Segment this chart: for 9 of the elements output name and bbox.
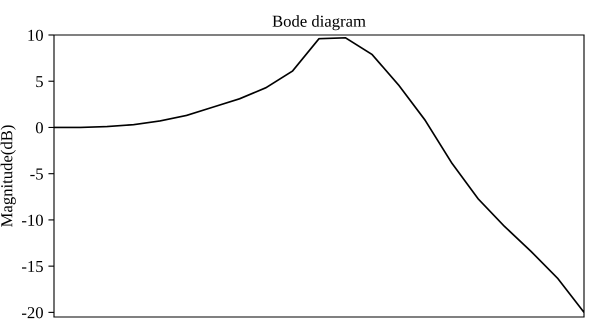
y-tick-label: 5 xyxy=(36,76,43,88)
y-tick-label: -10 xyxy=(22,214,43,226)
y-tick-label: 10 xyxy=(28,30,43,41)
y-axis-title: Magnitude(dB) xyxy=(0,125,16,227)
y-tick-label: -5 xyxy=(30,168,43,180)
y-tick-label: -15 xyxy=(22,260,43,272)
chart-title: Bode diagram xyxy=(272,15,366,30)
y-tick-label: 0 xyxy=(36,122,43,134)
y-tick-label: -20 xyxy=(22,307,43,318)
